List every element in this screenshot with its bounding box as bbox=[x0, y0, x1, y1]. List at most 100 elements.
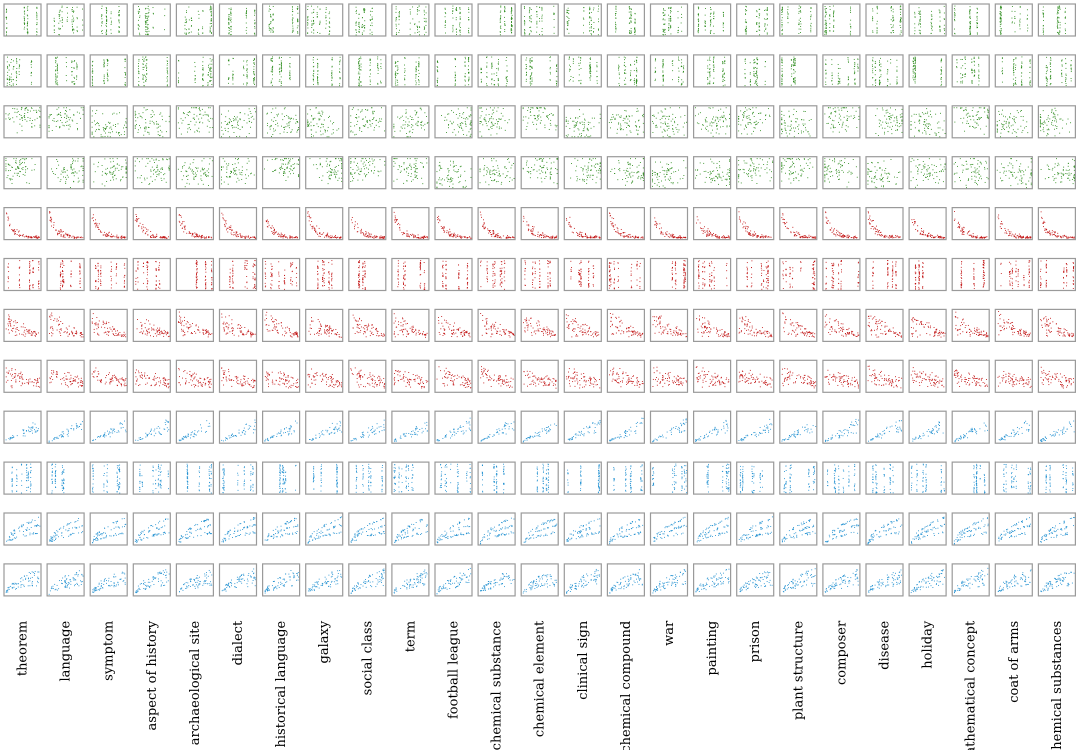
data-point bbox=[254, 22, 256, 24]
data-point bbox=[793, 62, 795, 64]
data-point bbox=[931, 10, 932, 12]
data-point bbox=[418, 31, 420, 33]
data-point bbox=[461, 128, 463, 129]
data-point bbox=[270, 112, 272, 114]
data-point bbox=[940, 81, 942, 83]
data-point bbox=[280, 62, 282, 64]
data-point bbox=[210, 66, 212, 68]
data-point bbox=[712, 82, 714, 84]
data-point bbox=[27, 33, 29, 35]
data-point bbox=[246, 83, 248, 84]
data-point bbox=[27, 24, 28, 26]
data-point bbox=[371, 34, 373, 36]
data-point bbox=[246, 69, 248, 70]
data-point bbox=[61, 11, 63, 13]
data-point bbox=[464, 80, 466, 82]
data-point bbox=[669, 16, 671, 18]
data-point bbox=[876, 5, 878, 7]
data-point bbox=[166, 76, 168, 77]
data-point bbox=[6, 82, 8, 84]
data-point bbox=[615, 6, 617, 8]
data-point bbox=[101, 30, 103, 31]
data-point bbox=[377, 65, 379, 67]
data-point bbox=[754, 83, 756, 85]
data-point bbox=[106, 7, 107, 9]
data-point bbox=[746, 127, 747, 129]
data-point bbox=[398, 19, 400, 21]
data-point bbox=[178, 72, 180, 74]
data-point bbox=[105, 23, 107, 24]
data-point bbox=[531, 107, 533, 109]
data-point bbox=[39, 124, 41, 126]
data-point bbox=[711, 125, 713, 127]
data-point bbox=[398, 32, 400, 33]
data-point bbox=[748, 122, 750, 123]
data-point bbox=[407, 136, 409, 138]
data-point bbox=[662, 60, 664, 62]
data-point bbox=[590, 127, 592, 129]
data-point bbox=[1057, 17, 1059, 19]
data-point bbox=[524, 21, 526, 23]
data-point bbox=[697, 25, 699, 27]
data-point bbox=[58, 27, 60, 29]
data-point bbox=[178, 60, 180, 62]
data-point bbox=[164, 8, 166, 10]
data-point bbox=[1027, 24, 1029, 26]
data-point bbox=[800, 6, 802, 8]
data-point bbox=[82, 8, 83, 10]
data-point bbox=[748, 115, 750, 117]
data-point bbox=[637, 129, 639, 131]
data-point bbox=[331, 84, 333, 86]
data-point bbox=[404, 70, 406, 72]
data-point bbox=[423, 11, 425, 13]
data-point bbox=[227, 79, 229, 80]
scatter-panel bbox=[865, 3, 904, 37]
data-point bbox=[498, 85, 499, 87]
data-point bbox=[210, 18, 212, 19]
data-point bbox=[531, 60, 533, 62]
data-point bbox=[757, 63, 758, 65]
data-point bbox=[593, 31, 594, 33]
data-point bbox=[939, 11, 941, 13]
data-point bbox=[758, 8, 760, 10]
data-point bbox=[574, 126, 576, 128]
data-point bbox=[743, 115, 745, 117]
data-point bbox=[136, 124, 137, 126]
panel-frame bbox=[305, 54, 344, 88]
data-point bbox=[756, 10, 758, 12]
data-point bbox=[670, 27, 671, 29]
data-point bbox=[662, 30, 664, 32]
data-point bbox=[417, 7, 419, 8]
data-point bbox=[357, 73, 359, 75]
data-point bbox=[759, 8, 761, 10]
data-point bbox=[317, 77, 319, 78]
data-point bbox=[437, 84, 438, 86]
data-point bbox=[719, 116, 721, 118]
data-point bbox=[664, 30, 666, 32]
data-point bbox=[654, 60, 656, 62]
data-point bbox=[825, 70, 827, 71]
data-point bbox=[289, 71, 291, 73]
data-point bbox=[738, 115, 740, 117]
data-point bbox=[12, 108, 14, 109]
data-point bbox=[31, 81, 33, 83]
data-point bbox=[110, 24, 112, 25]
data-point bbox=[496, 75, 498, 76]
data-point bbox=[971, 58, 973, 60]
data-point bbox=[709, 82, 711, 84]
scatter-panel bbox=[434, 105, 473, 139]
data-point bbox=[1029, 60, 1031, 62]
data-point bbox=[723, 13, 724, 15]
data-point bbox=[828, 116, 830, 118]
data-point bbox=[634, 19, 636, 21]
data-point bbox=[976, 7, 978, 9]
data-point bbox=[226, 124, 228, 126]
data-point bbox=[363, 11, 365, 13]
data-point bbox=[415, 68, 417, 70]
data-point bbox=[960, 67, 962, 69]
data-point bbox=[372, 18, 373, 20]
panel-frame bbox=[3, 3, 42, 37]
data-point bbox=[629, 72, 631, 74]
data-point bbox=[505, 60, 507, 61]
data-point bbox=[825, 25, 827, 27]
